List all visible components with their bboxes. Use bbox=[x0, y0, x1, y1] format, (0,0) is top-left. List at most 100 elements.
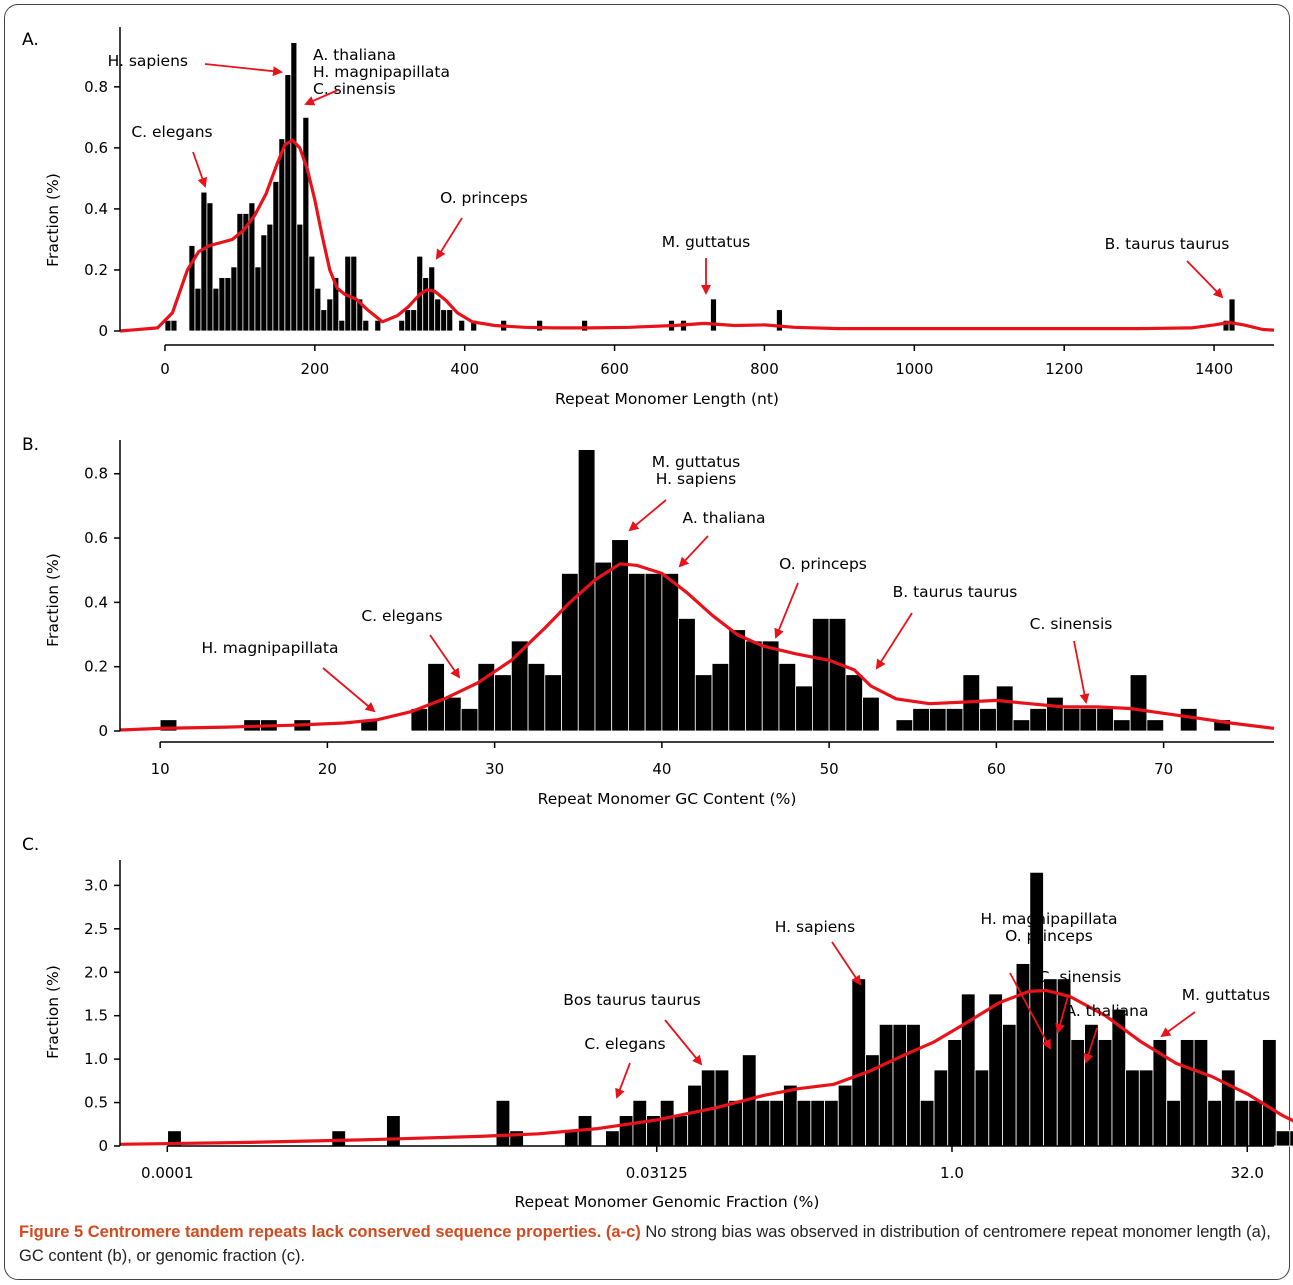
y-tick-label: 1.5 bbox=[84, 1007, 108, 1025]
species-annotation-label: Bos taurus taurus bbox=[563, 991, 700, 1009]
histogram-bar bbox=[659, 1099, 675, 1147]
x-tick-label: 0.0001 bbox=[141, 1164, 194, 1182]
y-tick-label: 0.8 bbox=[84, 465, 108, 483]
histogram-bar bbox=[947, 1039, 962, 1147]
histogram-bar bbox=[1113, 719, 1131, 732]
annotation-arrow bbox=[429, 634, 461, 679]
histogram-bar bbox=[824, 1099, 839, 1147]
histogram-bar bbox=[495, 1099, 511, 1147]
histogram-bar bbox=[1248, 1099, 1263, 1147]
histogram-bar bbox=[374, 319, 382, 332]
x-tick-label: 600 bbox=[600, 360, 629, 378]
histogram-bar bbox=[755, 1099, 771, 1147]
histogram-bar bbox=[527, 663, 546, 732]
histogram-bar bbox=[783, 1084, 798, 1147]
histogram-bar bbox=[929, 708, 947, 732]
x-tick-label: 30 bbox=[485, 760, 504, 778]
x-tick-label: 20 bbox=[318, 760, 337, 778]
histogram-bar bbox=[828, 618, 847, 732]
histogram-bar bbox=[290, 42, 298, 332]
annotation-arrow bbox=[204, 63, 283, 77]
species-annotation-label: C. sinensis bbox=[1030, 615, 1113, 633]
species-annotation-label: C. elegans bbox=[584, 1035, 665, 1053]
annotation-arrow bbox=[435, 217, 463, 260]
histogram-bar bbox=[1138, 1069, 1154, 1147]
histogram-bar bbox=[1179, 708, 1198, 732]
annotation-arrow bbox=[1083, 1027, 1098, 1064]
histogram-bar bbox=[960, 993, 976, 1147]
histogram-bar bbox=[446, 309, 454, 332]
histogram-bar bbox=[878, 1023, 894, 1147]
histogram-bar bbox=[945, 708, 964, 732]
species-annotation-label: A. thaliana bbox=[1065, 1002, 1148, 1020]
histogram-bar bbox=[745, 640, 763, 732]
histogram-bar bbox=[778, 663, 797, 732]
histogram-bar bbox=[895, 719, 914, 732]
histogram-bar bbox=[296, 223, 304, 332]
histogram-bar bbox=[974, 1069, 990, 1147]
histogram-bar bbox=[356, 298, 364, 332]
histogram-bar bbox=[278, 138, 286, 332]
histogram-bar bbox=[1096, 708, 1114, 732]
histogram-bar bbox=[694, 674, 713, 732]
histogram-bar bbox=[428, 266, 436, 332]
density-curve bbox=[119, 138, 1275, 333]
y-tick-label: 0 bbox=[98, 1137, 108, 1155]
x-tick-label: 1000 bbox=[895, 360, 933, 378]
species-annotation-label: O. princeps bbox=[440, 189, 528, 207]
y-tick-label: 0.4 bbox=[84, 200, 108, 218]
y-tick-label: 0 bbox=[98, 722, 108, 740]
histogram-bar bbox=[254, 266, 262, 332]
histogram-bar bbox=[284, 74, 292, 332]
histogram-bar bbox=[230, 266, 238, 332]
histogram-bar bbox=[1213, 719, 1231, 732]
x-tick-label: 200 bbox=[301, 360, 330, 378]
caption-title: Figure 5 Centromere tandem repeats lack … bbox=[19, 1223, 597, 1241]
annotation-arrow bbox=[1073, 640, 1090, 704]
x-axis-title: Repeat Monomer Genomic Fraction (%) bbox=[515, 1193, 820, 1211]
histogram-bar bbox=[862, 696, 880, 732]
species-annotation-label: H. magnipapillata O. princeps bbox=[981, 910, 1118, 945]
x-tick-label: 10 bbox=[151, 760, 170, 778]
histogram-bar bbox=[769, 1099, 784, 1147]
histogram-bar bbox=[536, 319, 544, 332]
histogram-bar bbox=[164, 319, 172, 332]
histogram-bar bbox=[1262, 1039, 1277, 1147]
histogram-bar bbox=[673, 1115, 689, 1147]
annotation-arrow bbox=[304, 89, 339, 106]
x-tick-label: 70 bbox=[1154, 760, 1173, 778]
histogram-bar bbox=[350, 255, 358, 332]
histogram-bar bbox=[1062, 708, 1081, 732]
panel-letter: C. bbox=[22, 835, 39, 855]
histogram-bar bbox=[1289, 1130, 1293, 1147]
annotation-arrow bbox=[1186, 260, 1224, 299]
x-tick-label: 1200 bbox=[1045, 360, 1083, 378]
annotation-arrow bbox=[875, 612, 913, 670]
x-tick-label: 800 bbox=[750, 360, 779, 378]
histogram-bar bbox=[812, 618, 830, 732]
density-curve bbox=[119, 562, 1275, 732]
histogram-bar bbox=[266, 223, 274, 332]
histogram-bar bbox=[331, 1130, 346, 1147]
histogram-bar bbox=[678, 618, 696, 732]
histogram-bar bbox=[544, 674, 562, 732]
histogram-bar bbox=[795, 685, 813, 732]
histogram-bar bbox=[404, 309, 412, 332]
annotation-arrow bbox=[192, 151, 208, 188]
histogram-bar bbox=[194, 287, 202, 332]
histogram-bar bbox=[460, 708, 479, 732]
y-axis-title: Fraction (%) bbox=[44, 553, 62, 647]
y-tick-label: 0.2 bbox=[84, 658, 108, 676]
annotation-arrow bbox=[628, 499, 667, 532]
histogram-bar bbox=[386, 1115, 401, 1147]
x-tick-label: 60 bbox=[987, 760, 1006, 778]
species-annotation-label: M. guttatus H. sapiens bbox=[652, 453, 741, 488]
histogram-bar bbox=[1070, 1039, 1085, 1147]
histogram-bar bbox=[761, 640, 780, 732]
species-annotation-label: A. thaliana H. magnipapillata C. sinensis bbox=[313, 46, 450, 98]
histogram-bar bbox=[892, 1023, 908, 1147]
species-annotation-label: C. sinensis bbox=[1039, 968, 1122, 986]
histogram-bar bbox=[320, 309, 328, 332]
histogram-bar bbox=[224, 277, 232, 332]
caption-body: No strong bias was observed in distribut… bbox=[19, 1223, 1271, 1265]
